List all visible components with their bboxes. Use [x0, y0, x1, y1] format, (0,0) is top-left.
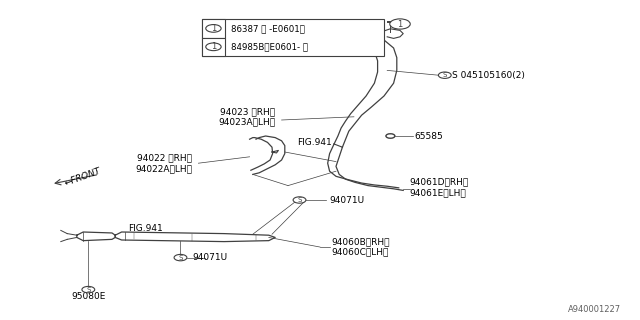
- Text: 1: 1: [397, 20, 403, 28]
- FancyBboxPatch shape: [202, 19, 384, 56]
- Text: 65585: 65585: [415, 132, 444, 140]
- Text: A940001227: A940001227: [568, 305, 621, 314]
- Circle shape: [206, 43, 221, 51]
- Text: 94060B〈RH〉
94060C〈LH〉: 94060B〈RH〉 94060C〈LH〉: [332, 237, 390, 257]
- Text: 94061D〈RH〉
94061E〈LH〉: 94061D〈RH〉 94061E〈LH〉: [410, 178, 469, 197]
- Circle shape: [206, 25, 221, 32]
- Text: FIG.941: FIG.941: [298, 138, 332, 147]
- FancyBboxPatch shape: [202, 19, 225, 38]
- Circle shape: [82, 286, 95, 293]
- Text: 94071U: 94071U: [192, 253, 227, 262]
- Text: 1: 1: [211, 42, 216, 51]
- Text: S 045105160(2): S 045105160(2): [452, 71, 525, 80]
- Circle shape: [174, 254, 187, 261]
- Text: 95080E: 95080E: [71, 292, 106, 301]
- Text: 86387 〈 -E0601〉: 86387 〈 -E0601〉: [231, 24, 305, 33]
- Text: ←FRONT: ←FRONT: [64, 167, 102, 188]
- Text: S: S: [86, 287, 90, 292]
- Text: 84985B〈E0601- 〉: 84985B〈E0601- 〉: [231, 42, 308, 51]
- Text: FIG.941: FIG.941: [128, 224, 163, 233]
- Text: 94023 〈RH〉
94023A〈LH〉: 94023 〈RH〉 94023A〈LH〉: [218, 107, 275, 126]
- Text: 94071U: 94071U: [330, 196, 365, 204]
- Text: S: S: [179, 255, 182, 260]
- Text: 94022 〈RH〉
94022A〈LH〉: 94022 〈RH〉 94022A〈LH〉: [135, 154, 192, 173]
- FancyBboxPatch shape: [202, 38, 225, 56]
- Circle shape: [386, 134, 395, 138]
- Text: 1: 1: [211, 24, 216, 33]
- Circle shape: [293, 197, 306, 203]
- Circle shape: [438, 72, 451, 78]
- Text: S: S: [443, 72, 447, 78]
- Text: S: S: [298, 197, 301, 203]
- Circle shape: [390, 19, 410, 29]
